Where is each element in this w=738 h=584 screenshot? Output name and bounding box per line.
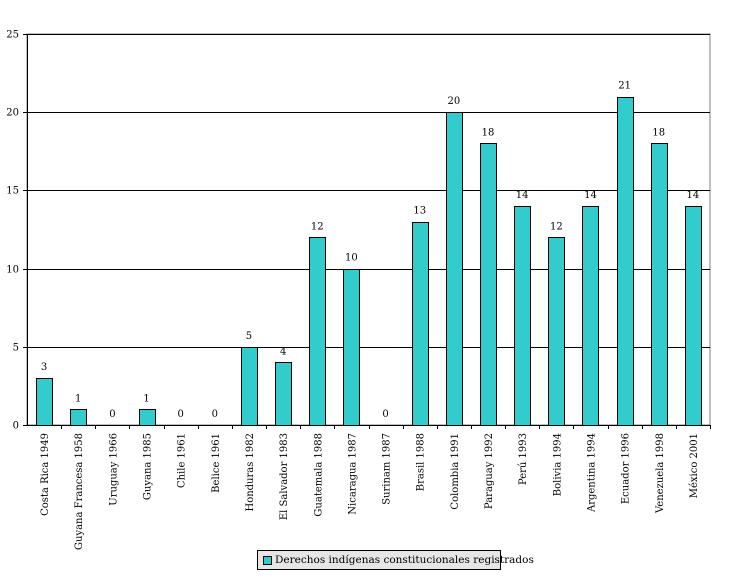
legend-label: Derechos indígenas constitucionales regi… [275, 554, 534, 566]
data-label: 0 [212, 409, 218, 420]
x-tick-label: Surinam 1987 [382, 433, 393, 505]
data-label: 3 [41, 362, 47, 373]
x-tick-label: Uruguay 1966 [108, 433, 119, 506]
bar [582, 206, 599, 426]
legend: Derechos indígenas constitucionales regi… [257, 550, 534, 570]
x-tick-label: Perú 1993 [518, 433, 529, 485]
bar [343, 269, 360, 426]
y-tick-label: 10 [6, 265, 19, 276]
data-label: 0 [177, 409, 183, 420]
data-label: 14 [516, 190, 529, 201]
x-tick-label: Nicaragua 1987 [347, 433, 358, 515]
x-tick-label: El Salvador 1983 [279, 433, 290, 520]
data-label: 1 [143, 393, 149, 404]
bar [241, 347, 258, 426]
bar [651, 143, 668, 426]
data-label: 14 [584, 190, 597, 201]
data-label: 4 [280, 346, 286, 357]
x-tick-label: Costa Rica 1949 [40, 433, 51, 516]
y-tick-label: 5 [13, 343, 19, 354]
plot-area [26, 33, 711, 426]
bar [139, 409, 156, 426]
bar [70, 409, 87, 426]
data-label: 5 [246, 331, 252, 342]
y-tick-label: 25 [6, 30, 19, 41]
x-tick-label: Paraguay 1992 [484, 433, 495, 509]
x-tick-label: México 2001 [689, 433, 700, 498]
x-tick-label: Ecuador 1996 [621, 433, 632, 504]
bar [480, 143, 497, 426]
x-tick-label: Bolivia 1994 [552, 433, 563, 496]
bar [275, 362, 292, 426]
data-label: 1 [75, 393, 81, 404]
data-label: 13 [413, 206, 426, 217]
y-tick-label: 20 [6, 108, 19, 119]
data-label: 18 [482, 127, 495, 138]
data-label: 14 [687, 190, 700, 201]
bar [446, 112, 463, 426]
bar [685, 206, 702, 426]
x-tick-label: Argentina 1994 [586, 433, 597, 513]
data-label: 0 [382, 409, 388, 420]
x-tick-label: Brasil 1988 [416, 433, 427, 491]
data-label: 12 [311, 221, 324, 232]
y-tick-label: 0 [13, 421, 19, 432]
x-tick-label: Honduras 1982 [245, 433, 256, 512]
x-tick-label: Guyana 1985 [143, 433, 154, 500]
x-tick-label: Guatemala 1988 [313, 433, 324, 517]
x-tick-label: Chile 1961 [177, 433, 188, 488]
x-tick-label: Venezuela 1998 [655, 433, 666, 514]
legend-swatch [263, 555, 272, 565]
x-tick-label: Belice 1961 [211, 433, 222, 493]
data-label: 10 [345, 253, 358, 264]
y-tick-label: 15 [6, 186, 19, 197]
x-tick-label: Guyana Francesa 1958 [74, 433, 85, 550]
bar [309, 237, 326, 426]
data-label: 12 [550, 221, 563, 232]
data-label: 21 [618, 81, 631, 92]
x-tick-label: Colombia 1991 [450, 433, 461, 510]
bar [412, 222, 429, 426]
data-label: 0 [109, 409, 115, 420]
data-label: 18 [652, 127, 665, 138]
bar [617, 97, 634, 426]
bar [36, 378, 53, 426]
bar [548, 237, 565, 426]
bar [514, 206, 531, 426]
data-label: 20 [448, 96, 461, 107]
